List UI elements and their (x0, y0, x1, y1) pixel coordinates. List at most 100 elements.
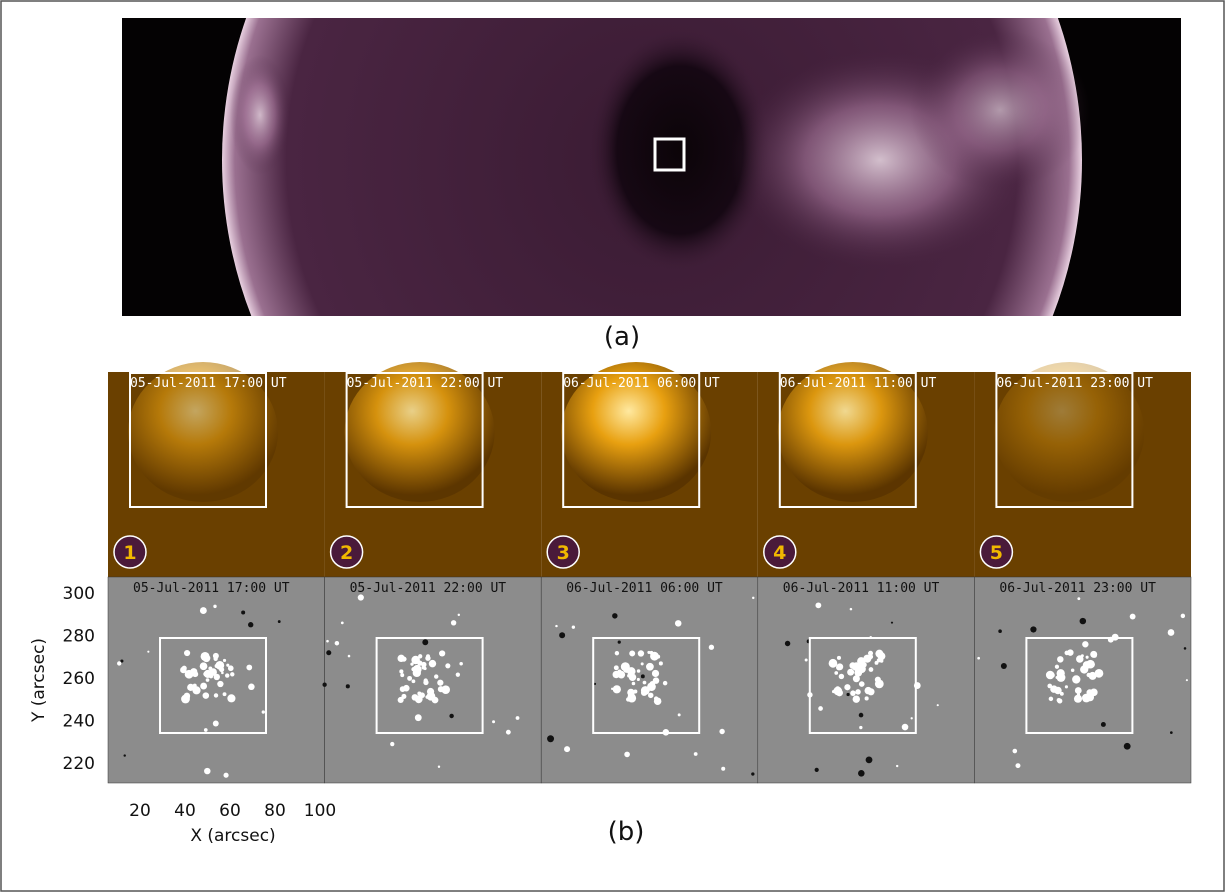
flux-patch (214, 674, 220, 680)
axis-label: Y (arcsec) (29, 638, 49, 723)
flux-patch (1077, 597, 1080, 600)
flux-patch (859, 681, 865, 687)
flux-patch (1080, 618, 1086, 624)
flux-patch (213, 657, 217, 661)
flux-patch (204, 768, 210, 774)
flux-patch (214, 693, 218, 697)
flux-patch (850, 690, 856, 696)
flux-patch (675, 620, 682, 627)
flux-patch (200, 607, 207, 614)
flux-patch (422, 639, 428, 645)
flux-patch (659, 661, 663, 665)
flux-patch (858, 770, 865, 777)
flux-patch (1015, 763, 1020, 768)
x-tick-label: 20 (129, 801, 151, 821)
x-tick-label: 40 (174, 801, 196, 821)
flux-patch (865, 687, 872, 694)
flux-patch (185, 696, 189, 700)
flux-patch (211, 671, 213, 673)
flux-patch (564, 746, 570, 752)
flux-patch (637, 678, 640, 681)
flux-patch (623, 666, 630, 673)
flux-patch (1075, 687, 1082, 694)
flux-patch (834, 671, 838, 675)
flux-patch (1030, 626, 1036, 632)
flux-patch (1090, 651, 1097, 658)
flux-patch (1078, 656, 1081, 659)
y-tick-label: 260 (63, 669, 95, 689)
flux-patch (785, 641, 790, 646)
flux-patch (846, 693, 849, 696)
flux-patch (401, 694, 406, 699)
flux-patch (1095, 669, 1104, 678)
flux-patch (859, 713, 864, 718)
axis-label: X (arcsec) (190, 826, 275, 846)
frame-number: 4 (773, 542, 786, 564)
flux-patch (241, 611, 245, 615)
flux-patch (432, 697, 439, 704)
flux-patch (346, 684, 350, 688)
flux-patch (213, 605, 216, 608)
flux-patch (516, 716, 520, 720)
frame-number: 2 (340, 542, 353, 564)
flux-patch (1013, 749, 1018, 754)
flux-patch (410, 663, 413, 666)
flux-patch (1049, 697, 1053, 701)
flux-patch (458, 614, 460, 616)
flux-patch (400, 673, 404, 677)
flux-patch (629, 673, 637, 681)
magnetogram-image (974, 577, 1191, 783)
flux-patch (390, 742, 394, 746)
flux-patch (547, 735, 554, 742)
flux-patch (221, 672, 224, 675)
flux-patch (656, 655, 660, 659)
flux-patch (1124, 743, 1131, 750)
flux-patch (1082, 641, 1088, 647)
flux-patch (213, 721, 219, 727)
timestamp: 05-Jul-2011 22:00 UT (350, 581, 507, 596)
flux-patch (215, 661, 224, 670)
flux-patch (1086, 656, 1089, 659)
magnetogram-image (541, 577, 758, 783)
flux-patch (399, 669, 403, 673)
figure: (a) 05-Jul-2011 17:00 UT105-Jul-2011 22:… (0, 0, 1225, 892)
flux-patch (326, 640, 329, 643)
flux-patch (246, 665, 252, 671)
flux-patch (1101, 722, 1106, 727)
timestamp: 05-Jul-2011 17:00 UT (130, 376, 287, 391)
flux-patch (506, 730, 511, 735)
flux-patch (641, 690, 647, 696)
flux-patch (638, 650, 644, 656)
flux-patch (719, 729, 724, 734)
flux-patch (815, 602, 821, 608)
flux-patch (752, 597, 754, 599)
frame-number: 1 (123, 542, 136, 564)
flux-patch (1130, 614, 1136, 620)
flux-patch (880, 659, 884, 663)
flux-patch (648, 693, 653, 698)
flux-patch (937, 704, 939, 706)
flux-patch (335, 641, 339, 645)
flux-patch (751, 772, 754, 775)
flux-patch (1071, 668, 1075, 672)
flux-patch (861, 662, 867, 668)
flux-patch (203, 654, 211, 662)
timestamp: 06-Jul-2011 06:00 UT (566, 581, 723, 596)
flux-patch (278, 620, 281, 623)
flux-patch (643, 681, 647, 685)
flux-patch (1168, 629, 1175, 636)
flux-patch (911, 717, 913, 719)
flux-patch (721, 767, 725, 771)
flux-patch (419, 692, 425, 698)
flux-patch (555, 625, 557, 627)
flux-patch (217, 681, 223, 687)
timestamp: 06-Jul-2011 06:00 UT (563, 376, 720, 391)
flux-patch (230, 672, 234, 676)
flux-patch (875, 679, 884, 688)
timestamp: 05-Jul-2011 22:00 UT (347, 376, 504, 391)
flux-patch (837, 656, 841, 660)
flux-patch (1086, 689, 1092, 695)
flux-patch (422, 665, 426, 669)
flux-patch (1170, 731, 1173, 734)
flux-patch (852, 662, 861, 671)
